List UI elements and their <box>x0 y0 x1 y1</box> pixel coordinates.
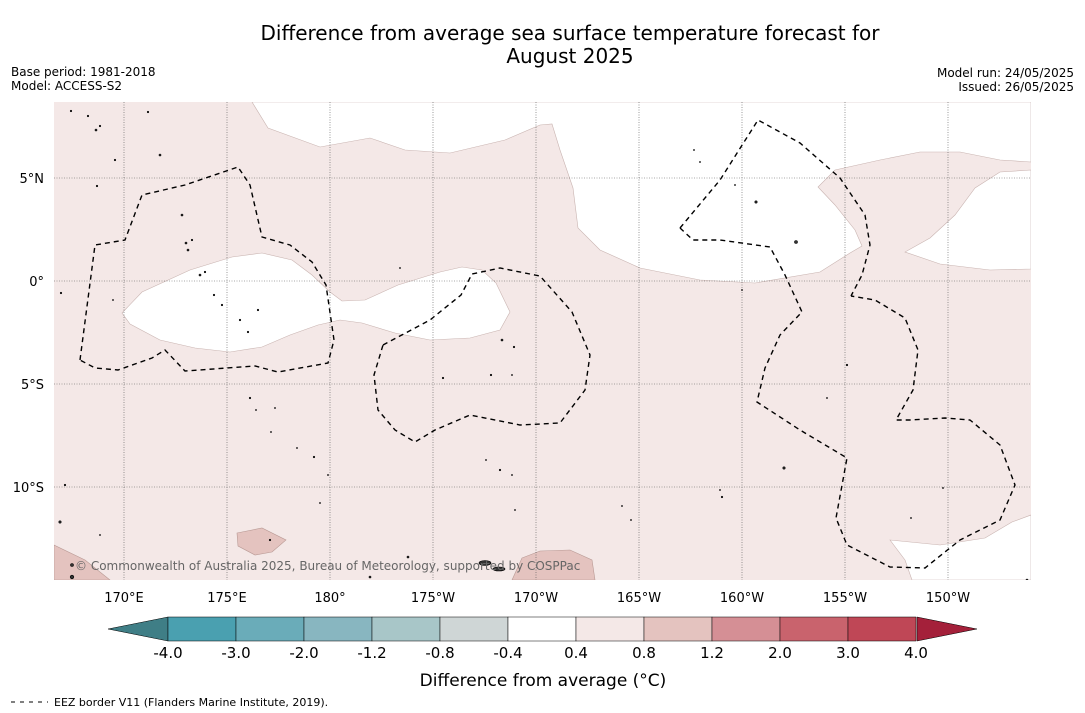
colorbar-segment <box>847 616 917 642</box>
map-title: Difference from average sea surface temp… <box>190 22 950 68</box>
eez-border-kiribati-line-north <box>679 119 871 297</box>
islands <box>58 109 1029 580</box>
lat-label-10s: 10°S <box>13 481 44 496</box>
issued-date-text: Issued: 26/05/2025 <box>958 80 1074 94</box>
lon-label-160w: 160°W <box>720 591 764 606</box>
colorbar-tick: 2.0 <box>768 644 792 662</box>
colorbar-segment <box>371 616 441 642</box>
colorbar-segment <box>235 616 305 642</box>
anomaly-region-0-8-to-1-2-southwest <box>54 544 111 580</box>
lon-label-170e: 170°E <box>104 591 144 606</box>
map-title-line1: Difference from average sea surface temp… <box>260 21 880 45</box>
anomaly-region-0-8-to-1-2-south <box>511 549 596 580</box>
colorbar-tick: -4.0 <box>153 644 182 662</box>
colorbar-segment <box>167 616 237 642</box>
lon-label-165w: 165°W <box>617 591 661 606</box>
latitude-labels: 5°N 0° 5°S 10°S <box>13 172 44 496</box>
eez-borders <box>79 119 1016 569</box>
model-info: Base period: 1981-2018 Model: ACCESS-S2 <box>11 65 156 93</box>
colorbar-segment <box>303 616 373 642</box>
lon-label-175w: 175°W <box>411 591 455 606</box>
lat-label-5n: 5°N <box>20 172 45 187</box>
colorbar-under-arrow <box>107 616 169 642</box>
map-title-line2: August 2025 <box>506 44 634 68</box>
colorbar-ticks: -4.0 -3.0 -2.0 -1.2 -0.8 -0.4 0.4 0.8 1.… <box>153 644 928 662</box>
run-info: Model run: 24/05/2025 Issued: 26/05/2025 <box>937 66 1074 94</box>
longitude-labels: 170°E 175°E 180° 175°W 170°W 165°W 160°W… <box>104 591 970 606</box>
colorbar-tick: 0.8 <box>632 644 656 662</box>
base-period-text: Base period: 1981-2018 <box>11 65 156 79</box>
eez-legend-text: EEZ border V11 (Flanders Marine Institut… <box>54 696 328 709</box>
graticule <box>54 102 1031 580</box>
colorbar-tick: 4.0 <box>904 644 928 662</box>
colorbar-tick: -2.0 <box>289 644 318 662</box>
colorbar-over-arrow <box>916 616 978 642</box>
colorbar-segment <box>507 616 577 642</box>
colorbar-tick: -3.0 <box>221 644 250 662</box>
colorbar-tick: -1.2 <box>357 644 386 662</box>
lon-label-175e: 175°E <box>207 591 247 606</box>
colorbar-segment <box>779 616 849 642</box>
colorbar-tick: 1.2 <box>700 644 724 662</box>
lon-label-150w: 150°W <box>926 591 970 606</box>
sst-anomaly-field: © Commonwealth of Australia 2025, Bureau… <box>54 102 1031 580</box>
eez-border-kiribati-line-south <box>679 227 1016 569</box>
colorbar-label: Difference from average (°C) <box>420 671 667 691</box>
neutral-region-east <box>904 169 1031 271</box>
colorbar-tick: 3.0 <box>836 644 860 662</box>
lat-label-5s: 5°S <box>21 378 44 393</box>
colorbar-segment <box>711 616 781 642</box>
colorbar-tick: 0.4 <box>564 644 588 662</box>
lon-label-180: 180° <box>314 591 345 606</box>
colorbar-segments <box>167 616 917 642</box>
colorbar-tick: -0.4 <box>493 644 522 662</box>
eez-border-kiribati-gilbert <box>79 166 335 373</box>
lat-label-0: 0° <box>29 275 44 290</box>
colorbar-segment <box>439 616 509 642</box>
model-run-text: Model run: 24/05/2025 <box>936 66 1074 80</box>
colorbar-segment <box>575 616 645 642</box>
neutral-region-north <box>251 102 1031 284</box>
copyright-text: © Commonwealth of Australia 2025, Bureau… <box>75 559 580 573</box>
lon-label-170w: 170°W <box>514 591 558 606</box>
colorbar: -4.0 -3.0 -2.0 -1.2 -0.8 -0.4 0.4 0.8 1.… <box>107 616 978 691</box>
eez-border-kiribati-phoenix <box>373 267 591 443</box>
anomaly-region-0-8-to-1-2-patch <box>236 527 287 556</box>
model-name-text: Model: ACCESS-S2 <box>11 79 123 93</box>
colorbar-segment <box>643 616 713 642</box>
lon-label-155w: 155°W <box>823 591 867 606</box>
neutral-region-equatorial <box>121 252 511 353</box>
colorbar-tick: -0.8 <box>425 644 454 662</box>
neutral-region-southeast <box>889 514 1031 580</box>
